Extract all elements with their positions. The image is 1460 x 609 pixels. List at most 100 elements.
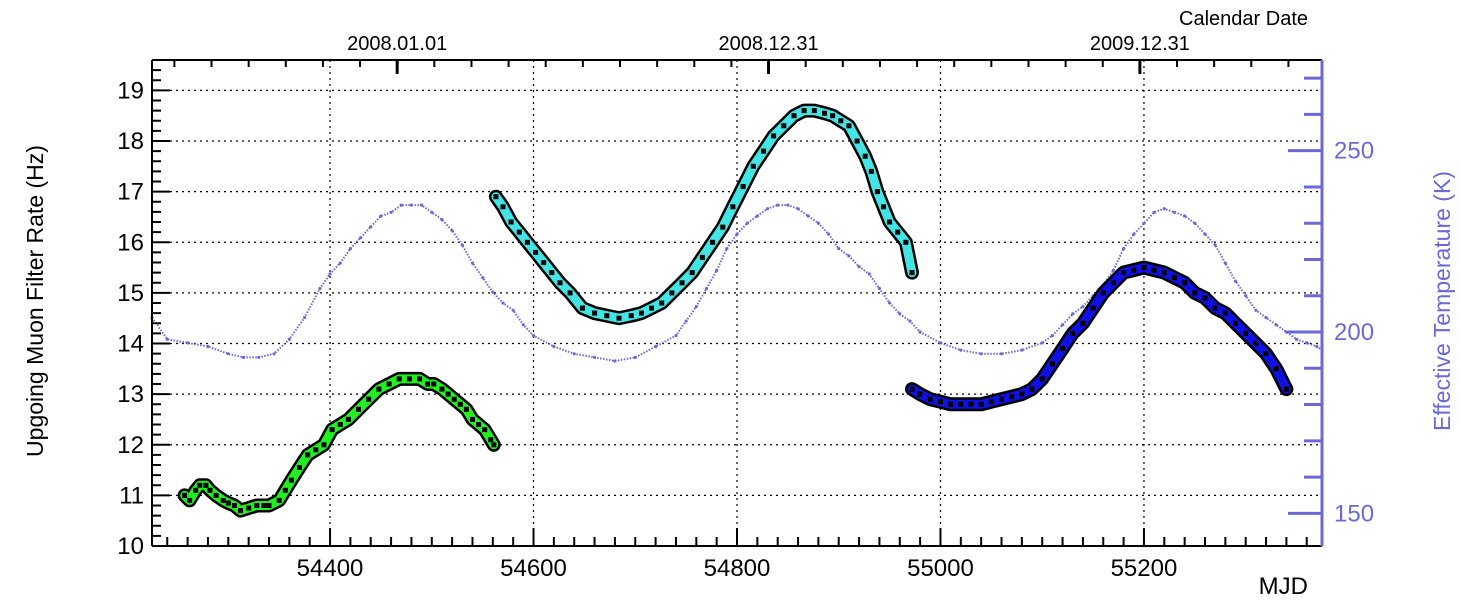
rate-point: [491, 442, 497, 448]
temperature-point: [359, 236, 363, 240]
rate-series-outline-2: [905, 260, 1294, 412]
rate-point: [431, 381, 437, 387]
axes-layer: 54400 54600 54800 55000 55200 10 11 12 13 14 15 16 1…: [117, 33, 1374, 582]
rate-point: [266, 503, 272, 508]
rate-point: [579, 305, 585, 311]
rate-point: [958, 401, 964, 407]
temperature-point: [1071, 312, 1075, 316]
rate-point: [1263, 351, 1269, 357]
rate-point: [567, 290, 573, 296]
temperature-point: [1223, 261, 1227, 265]
temperature-point: [918, 330, 922, 334]
rate-point: [822, 110, 827, 116]
temperature-point: [613, 359, 617, 363]
temperature-point: [715, 268, 719, 272]
rate-point: [406, 376, 412, 382]
rate-point: [903, 239, 909, 245]
rate-point: [276, 497, 282, 503]
rate-point: [345, 416, 351, 422]
x-tick-label-54800: 54800: [704, 555, 771, 582]
rate-point: [288, 477, 294, 483]
rate-point: [999, 396, 1004, 402]
temperature-point: [287, 337, 291, 341]
temperature-point: [827, 232, 831, 236]
rate-point: [225, 500, 231, 506]
temperature-point: [1081, 305, 1085, 309]
rate-point: [948, 401, 954, 407]
temperature-point: [1040, 341, 1044, 345]
rate-point: [638, 310, 644, 316]
rate-point: [213, 492, 219, 498]
rate-point: [649, 305, 654, 311]
temperature-point: [1274, 323, 1278, 327]
rate-point: [1172, 275, 1177, 281]
temperature-point: [1111, 268, 1115, 272]
y-tick-label-18: 18: [117, 128, 144, 155]
rate-point: [541, 260, 547, 265]
rate-point: [1039, 376, 1045, 382]
rate-point: [1070, 330, 1076, 336]
rate-point: [830, 113, 836, 119]
temperature-point: [786, 203, 790, 207]
rate-point: [207, 487, 213, 493]
rate-point: [1222, 310, 1228, 316]
temperature-point: [450, 228, 454, 233]
rate-point: [282, 487, 288, 493]
rate-point: [699, 254, 705, 260]
temperature-point: [674, 334, 678, 338]
rate-point: [1110, 280, 1116, 286]
temperature-point: [470, 261, 475, 265]
rate-point: [1080, 320, 1086, 326]
rate-point: [246, 505, 252, 511]
rate-point: [376, 386, 382, 392]
y2-tick-label-200: 200: [1334, 319, 1374, 346]
temperature-point: [303, 315, 307, 320]
x-axis-label: MJD: [1259, 573, 1308, 600]
rate-point: [417, 376, 423, 382]
temperature-point: [1050, 334, 1054, 338]
rate-point: [356, 406, 361, 412]
rate-point: [1283, 386, 1289, 392]
temperature-point: [1162, 207, 1166, 211]
rate-point: [516, 229, 522, 235]
rate-point: [988, 399, 994, 405]
temperature-point: [847, 254, 851, 258]
temperature-point: [837, 247, 841, 251]
rate-point: [329, 427, 335, 433]
rate-point: [659, 300, 665, 306]
rate-point: [1049, 361, 1055, 367]
rate-point: [978, 401, 984, 407]
temperature-point: [1203, 232, 1207, 236]
temperature-point: [1122, 247, 1126, 251]
rate-point: [254, 503, 260, 508]
temperature-point: [511, 308, 515, 312]
rate-point: [730, 204, 736, 210]
temperature-point: [1233, 279, 1238, 283]
y2-axis-label: Effective Temperature (K): [1429, 171, 1455, 431]
temperature-point: [857, 265, 861, 269]
temperature-point: [745, 221, 749, 225]
rate-point: [689, 270, 695, 276]
rate-point: [881, 204, 886, 210]
rate-point: [1243, 330, 1249, 336]
rate-point: [592, 310, 598, 316]
rate-point: [470, 416, 475, 422]
rate-point: [488, 437, 494, 443]
y-tick-label-14: 14: [117, 331, 144, 358]
rate-point: [297, 465, 302, 470]
rate-point: [337, 422, 343, 427]
rate-point: [313, 447, 319, 453]
temperature-point: [633, 355, 637, 359]
rate-point: [720, 224, 726, 230]
rate-point: [463, 406, 469, 412]
rate-point: [1253, 341, 1259, 346]
rate-point: [791, 113, 797, 119]
rate-point: [549, 270, 555, 276]
rate-point: [846, 123, 852, 129]
rate-point: [305, 452, 311, 458]
y-tick-label-12: 12: [117, 432, 144, 459]
temperature-point: [369, 225, 373, 229]
temperature-point: [888, 301, 892, 305]
temperature-point: [440, 218, 444, 222]
